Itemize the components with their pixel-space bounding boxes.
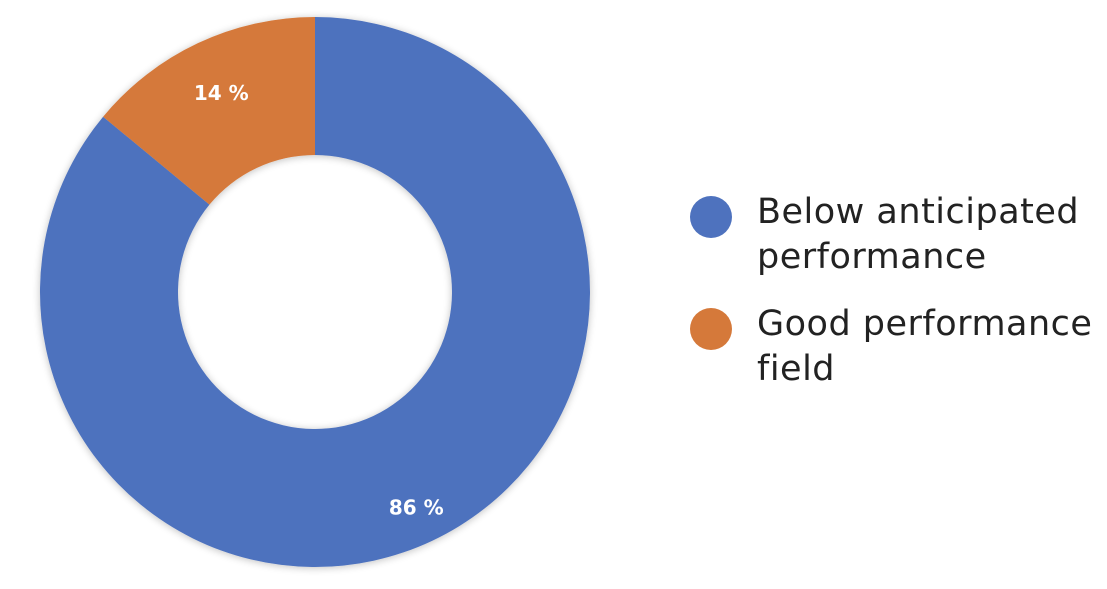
donut-slice-good-performance bbox=[103, 17, 315, 205]
donut-data-labels: 86 % 14 % bbox=[194, 81, 444, 519]
legend-swatch-below-anticipated bbox=[690, 196, 732, 238]
chart-legend: Below anticipated performance Good perfo… bbox=[690, 192, 1107, 416]
donut-slices bbox=[39, 17, 590, 567]
legend-label-good-performance: Good performance field bbox=[757, 304, 1093, 389]
legend-swatch-good-performance bbox=[690, 308, 732, 350]
legend-item-good-performance: Good performance field bbox=[690, 304, 1107, 416]
data-label-good-performance: 14 % bbox=[194, 81, 249, 105]
data-label-below-anticipated: 86 % bbox=[389, 495, 444, 519]
legend-item-below-anticipated: Below anticipated performance bbox=[690, 192, 1107, 304]
donut-slice-below-anticipated bbox=[39, 17, 590, 567]
legend-label-below-anticipated: Below anticipated performance bbox=[757, 192, 1080, 277]
